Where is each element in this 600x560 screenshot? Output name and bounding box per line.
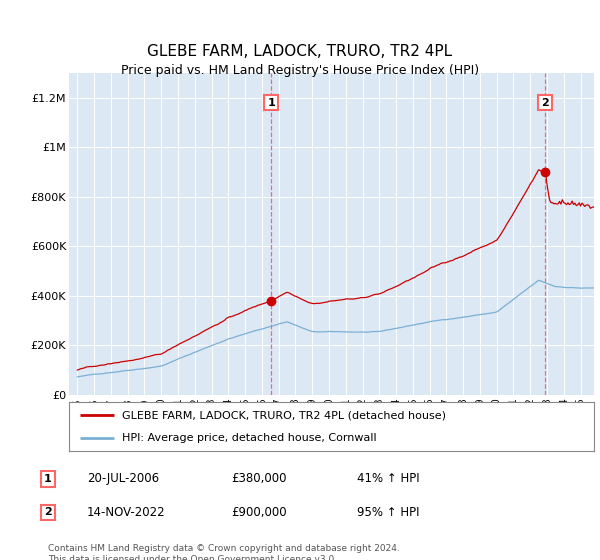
Text: 1: 1 [44, 474, 52, 484]
Text: 41% ↑ HPI: 41% ↑ HPI [357, 472, 419, 486]
Text: Contains HM Land Registry data © Crown copyright and database right 2024.
This d: Contains HM Land Registry data © Crown c… [48, 544, 400, 560]
Text: 14-NOV-2022: 14-NOV-2022 [87, 506, 166, 519]
Text: GLEBE FARM, LADOCK, TRURO, TR2 4PL (detached house): GLEBE FARM, LADOCK, TRURO, TR2 4PL (deta… [121, 410, 445, 421]
Text: 1: 1 [267, 97, 275, 108]
Text: 95% ↑ HPI: 95% ↑ HPI [357, 506, 419, 519]
Text: GLEBE FARM, LADOCK, TRURO, TR2 4PL: GLEBE FARM, LADOCK, TRURO, TR2 4PL [148, 44, 452, 59]
Text: 2: 2 [44, 507, 52, 517]
Text: Price paid vs. HM Land Registry's House Price Index (HPI): Price paid vs. HM Land Registry's House … [121, 64, 479, 77]
Text: £380,000: £380,000 [231, 472, 287, 486]
Text: HPI: Average price, detached house, Cornwall: HPI: Average price, detached house, Corn… [121, 433, 376, 444]
Text: £900,000: £900,000 [231, 506, 287, 519]
Text: 20-JUL-2006: 20-JUL-2006 [87, 472, 159, 486]
Text: 2: 2 [541, 97, 549, 108]
